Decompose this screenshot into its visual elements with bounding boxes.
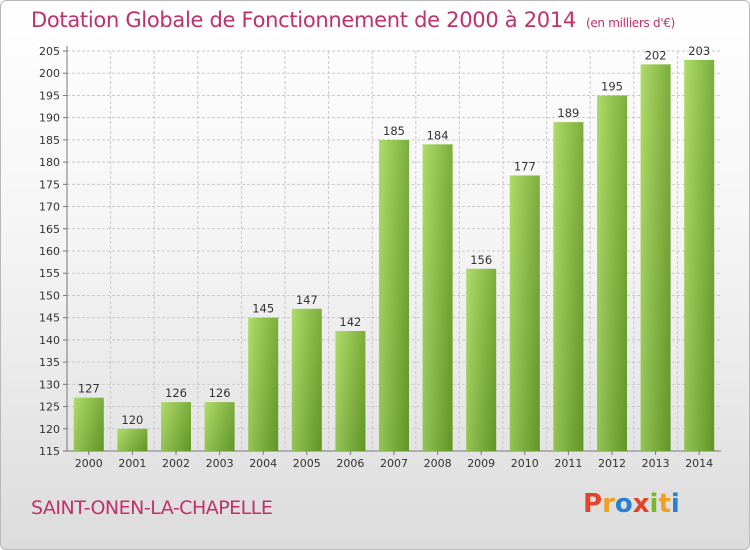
bar-shade <box>684 59 715 452</box>
bar-shade <box>291 308 322 451</box>
x-tick-label: 2012 <box>598 457 626 470</box>
x-tick-label: 2013 <box>642 457 670 470</box>
y-tick-label: 185 <box>39 134 60 147</box>
data-label: 147 <box>296 293 318 307</box>
bar-shade <box>73 397 104 451</box>
x-tick-label: 2011 <box>554 457 582 470</box>
y-tick-label: 130 <box>39 378 60 391</box>
chart-unit: (en milliers d'€) <box>585 16 675 30</box>
y-tick-label: 175 <box>39 178 60 191</box>
bar-shade <box>335 331 366 451</box>
x-tick-label: 2009 <box>467 457 495 470</box>
data-label: 120 <box>121 413 143 427</box>
bar-shade <box>422 144 453 452</box>
bars <box>73 59 715 452</box>
bar-shade <box>553 122 584 451</box>
logo-letter: o <box>614 489 633 519</box>
data-labels: 127 120 126 126 145 147 142 185 184 156 177 189 195 2… <box>78 44 710 427</box>
bar-shade <box>248 317 279 451</box>
x-tick-label: 2005 <box>293 457 321 470</box>
data-label: 202 <box>645 48 667 62</box>
logo-letter: x <box>632 489 650 519</box>
x-tick-label: 2007 <box>380 457 408 470</box>
logo-letter: P <box>583 489 603 519</box>
y-tick-label: 170 <box>39 201 60 214</box>
data-label: 185 <box>383 124 405 138</box>
logo-letter: i <box>649 489 659 519</box>
y-tick-label: 135 <box>39 356 60 369</box>
bar-shade <box>204 402 235 451</box>
bar-shade <box>379 139 409 451</box>
chart-title: Dotation Globale de Fonctionnement de 20… <box>31 8 675 32</box>
y-tick-label: 160 <box>39 245 60 258</box>
commune-name: SAINT-ONEN-LA-CHAPELLE <box>31 497 273 519</box>
data-label: 203 <box>688 44 710 58</box>
y-tick-label: 120 <box>39 423 60 436</box>
x-tick-label: 2000 <box>75 457 103 470</box>
bar-shade <box>509 175 540 451</box>
logo-letter: t <box>658 489 671 519</box>
y-tick-label: 145 <box>39 312 60 325</box>
x-tick-label: 2008 <box>424 457 452 470</box>
data-label: 189 <box>557 106 579 120</box>
x-tick-label: 2014 <box>685 457 713 470</box>
bar-shade <box>466 268 497 451</box>
y-tick-label: 200 <box>39 67 60 80</box>
bar-shade <box>597 95 627 451</box>
x-tick-label: 2004 <box>249 457 277 470</box>
x-tick-labels: 2000 2001 2002 2003 2004 2005 2006 2007 2008 2009… <box>75 457 713 470</box>
data-label: 195 <box>601 79 623 93</box>
data-label: 127 <box>78 382 100 396</box>
y-tick-labels: 115 120 125 130 135 140 145 150 155 160 165 170 175 1… <box>39 45 60 458</box>
chart-title-text: Dotation Globale de Fonctionnement de 20… <box>31 8 576 32</box>
x-tick-label: 2003 <box>206 457 234 470</box>
y-tick-label: 155 <box>39 267 60 280</box>
data-label: 156 <box>470 253 492 267</box>
y-tick-label: 115 <box>39 445 60 458</box>
x-tick-label: 2006 <box>336 457 364 470</box>
bar-shade <box>117 428 148 451</box>
data-label: 184 <box>427 128 449 142</box>
y-tick-label: 195 <box>39 89 60 102</box>
y-tick-label: 150 <box>39 289 60 302</box>
data-label: 126 <box>209 386 231 400</box>
data-label: 177 <box>514 159 536 173</box>
y-tick-label: 190 <box>39 112 60 125</box>
logo-letter: r <box>602 489 615 519</box>
bar-shade <box>161 402 191 451</box>
proxiti-logo: Proxiti <box>583 489 680 519</box>
data-label: 126 <box>165 386 187 400</box>
data-label: 145 <box>252 302 274 316</box>
x-tick-label: 2010 <box>511 457 539 470</box>
y-tick-label: 140 <box>39 334 60 347</box>
x-tick-label: 2001 <box>118 457 146 470</box>
y-tick-label: 125 <box>39 401 60 414</box>
logo-letter: i <box>670 489 680 519</box>
data-label: 142 <box>339 315 361 329</box>
bar-shade <box>640 64 671 452</box>
y-tick-label: 165 <box>39 223 60 236</box>
x-tick-label: 2002 <box>162 457 190 470</box>
y-tick-label: 205 <box>39 45 60 58</box>
y-tick-label: 180 <box>39 156 60 169</box>
